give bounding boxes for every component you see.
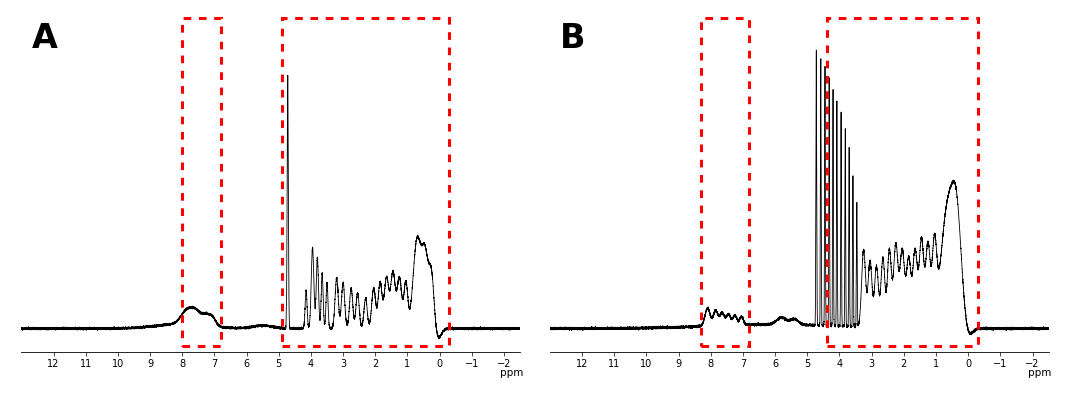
Text: ppm: ppm xyxy=(1028,368,1052,378)
Bar xyxy=(182,18,220,346)
Bar xyxy=(827,18,978,346)
Text: ppm: ppm xyxy=(500,368,523,378)
Text: A: A xyxy=(31,22,58,55)
Text: B: B xyxy=(560,22,585,55)
Bar xyxy=(282,18,449,346)
Bar xyxy=(701,18,749,346)
